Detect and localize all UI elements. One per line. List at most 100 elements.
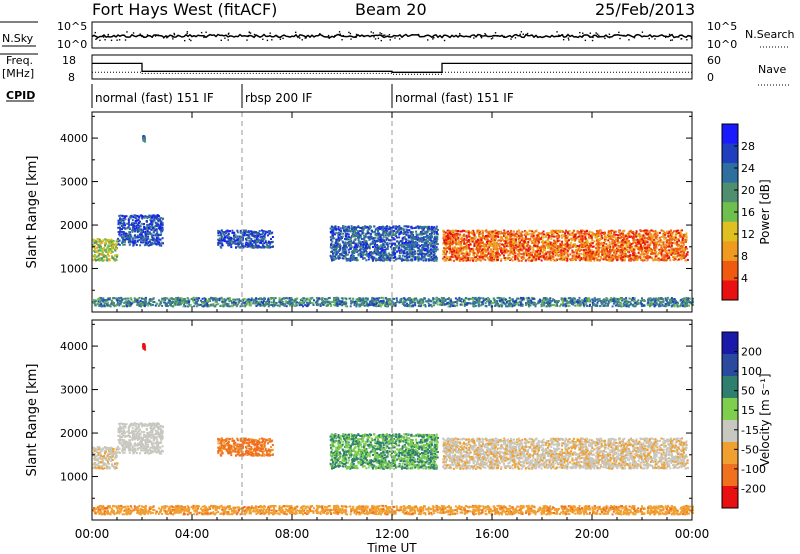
sky-noise-dot [166,36,168,39]
power-echo-cell [472,259,474,262]
power-echo-cell [435,227,438,230]
power-echo-cell [143,138,146,141]
power-echo-cell [117,223,120,226]
power-echo-cell [427,249,430,252]
power-echo-cell [353,258,356,261]
power-echo-cell [138,216,141,219]
power-echo-cell [93,241,96,244]
power-echo-cell [366,245,369,248]
power-echo-cell [401,242,404,245]
power-echo-cell [135,225,138,227]
power-echo-cell [385,236,388,239]
power-echo-cell [660,235,663,238]
power-echo-cell [143,226,146,228]
sky-noise-dot [565,35,568,38]
power-echo-cell [144,215,147,218]
power-echo-cell [556,231,559,233]
power-echo-cell [388,258,391,261]
power-echo-cell [127,234,130,237]
sky-noise-dot [269,32,271,34]
power-echo-cell [236,229,239,232]
power-echo-cell [242,246,245,249]
power-echo-cell [430,235,433,238]
power-echo-cell [465,239,468,242]
power-echo-cell [150,221,153,224]
power-echo-cell [111,247,114,250]
sky-noise-dot [496,35,498,37]
power-echo-cell [384,234,387,237]
power-echo-cell [397,247,400,250]
power-echo-cell [432,227,435,230]
power-echo-cell [140,241,142,244]
power-echo-cell [392,237,395,240]
sky-noise-dot [654,38,656,40]
power-echo-cell [245,239,248,242]
power-echo-cell [419,251,422,254]
power-echo-cell [103,259,106,262]
power-echo-cell [122,243,125,246]
power-echo-cell [347,248,350,251]
power-echo-cell [345,253,348,256]
power-echo-cell [436,236,439,239]
power-echo-cell [242,245,245,248]
power-echo-cell [519,245,522,248]
power-echo-cell [351,253,354,256]
power-echo-cell [468,253,471,256]
power-echo-cell [220,236,223,239]
power-echo-cell [96,255,99,258]
power-echo-cell [238,240,240,243]
power-echo-cell [112,240,115,242]
power-echo-cell [386,243,389,246]
power-echo-cell [422,227,425,230]
power-echo-cell [530,240,533,243]
power-echo-cell [571,249,574,252]
power-echo-cell [239,242,241,244]
power-echo-cell [412,239,414,242]
power-echo-cell [150,234,153,237]
power-echo-cell [350,245,353,248]
power-echo-cell [106,259,109,262]
sky-noise-dot [146,34,149,36]
power-echo-cell [398,257,401,260]
power-echo-cell [561,236,564,239]
power-echo-cell [514,258,517,261]
power-echo-cell [337,246,340,248]
power-echo-cell [433,246,435,249]
power-echo-cell [348,230,351,233]
power-echo-cell [100,259,103,262]
power-echo-cell [398,242,400,245]
power-echo-cell [349,247,352,250]
power-echo-cell [603,254,606,257]
sky-noise-dot [334,35,336,37]
power-echo-cell [222,239,225,242]
power-echo-cell [449,258,452,261]
power-echo-cell [414,250,417,253]
power-echo-cell [98,252,100,255]
power-echo-cell [332,248,335,251]
power-echo-cell [116,239,118,242]
power-echo-cell [681,256,684,259]
power-echo-cell [262,235,265,238]
power-echo-cell [152,231,155,234]
sky-noise-dot [582,35,584,37]
power-echo-cell [400,230,403,233]
power-echo-cell [105,250,108,253]
power-echo-cell [428,226,431,229]
power-echo-cell [231,229,234,232]
power-echo-cell [132,241,135,244]
power-echo-cell [381,229,384,232]
power-echo-cell [99,242,102,245]
power-echo-cell [96,246,99,249]
power-echo-cell [263,234,266,237]
power-echo-cell [264,232,267,235]
power-echo-cell [130,224,133,226]
power-echo-cell [330,236,333,239]
power-echo-cell [334,257,337,260]
power-echo-cell [501,243,504,246]
date-title: 25/Feb/2013 [595,0,695,19]
power-echo-cell [92,259,95,261]
power-echo-cell [264,239,267,242]
power-echo-cell [267,234,269,237]
power-echo-cell [465,234,468,237]
power-echo-cell [362,234,365,237]
